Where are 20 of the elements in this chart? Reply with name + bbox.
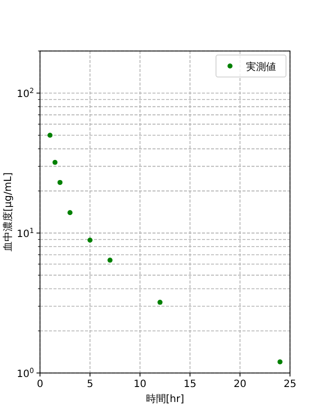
x-tick-label: 25 [284, 379, 296, 390]
y-tick-label: 10$^{1}$ [16, 227, 34, 240]
point [108, 258, 112, 263]
point [58, 180, 62, 185]
x-tick-label: 10 [134, 379, 146, 390]
x-tick-label: 20 [234, 379, 246, 390]
point [88, 238, 92, 243]
x-tick-label: 5 [86, 379, 94, 390]
y-tick-label: 10$^{0}$ [16, 367, 34, 380]
x-axis-title: 時間[hr] [146, 393, 184, 405]
point [158, 300, 162, 305]
point [52, 160, 58, 165]
point [48, 132, 52, 138]
y-axis-title: 血中濃度[μg/mL] [2, 172, 14, 252]
legend-label: 実測値 [246, 61, 276, 73]
point [278, 359, 282, 364]
x-tick-label: 0 [36, 379, 44, 390]
y-tick-label: 10$^{2}$ [16, 87, 34, 100]
x-tick-label: 15 [184, 379, 196, 390]
point [68, 210, 72, 216]
